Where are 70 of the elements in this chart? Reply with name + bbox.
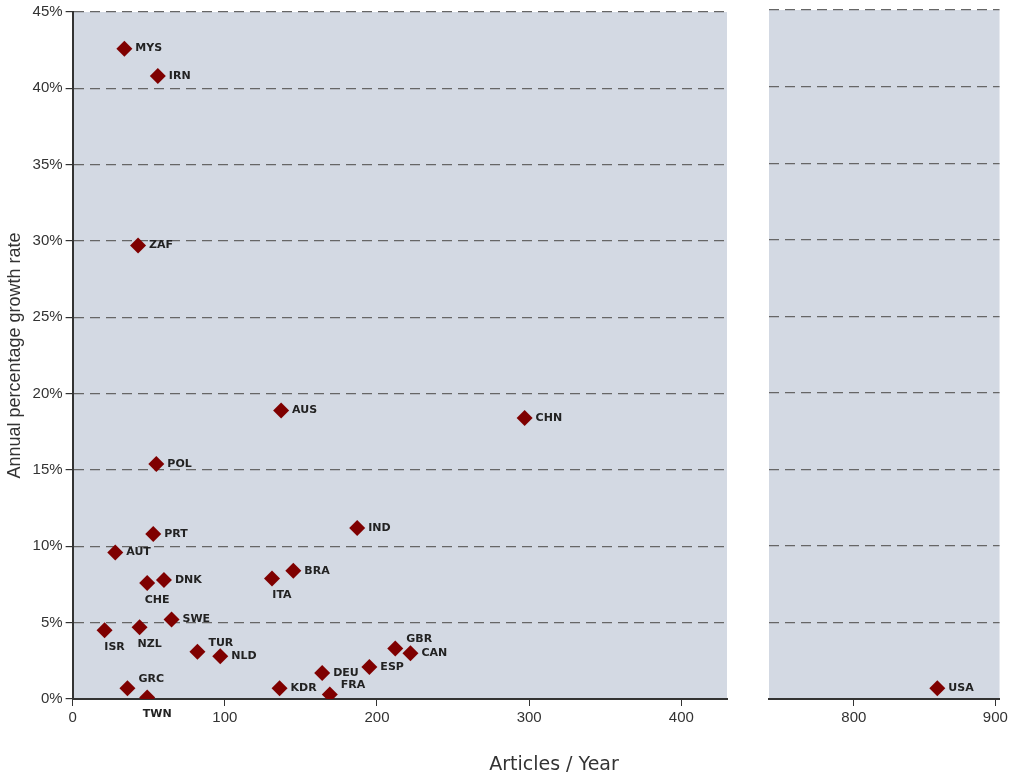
- annotation: ZAF: [149, 238, 174, 252]
- annotation: DNK: [174, 572, 203, 586]
- point: [107, 544, 124, 561]
- y-tick-label: 45%: [32, 2, 63, 20]
- point: [349, 520, 366, 537]
- x-tick-label: 200: [364, 708, 390, 726]
- annotation: CHN: [535, 410, 563, 424]
- annotation: FRA: [340, 678, 366, 692]
- point: [285, 562, 302, 579]
- y-axis-title: Annual percentage growth rate: [3, 232, 24, 479]
- y-tick-label: 5%: [40, 612, 63, 630]
- annotation: KDR: [290, 681, 318, 695]
- annotation: AUS: [292, 403, 318, 417]
- y-tick-label: 10%: [32, 536, 63, 554]
- annotation: ITA: [272, 588, 293, 602]
- point: [145, 526, 162, 543]
- annotation: CHE: [144, 592, 170, 606]
- annotation: CAN: [421, 646, 448, 660]
- x-axis-title: Articles / Year: [488, 752, 620, 774]
- point: [148, 455, 165, 472]
- x-tick-label: 100: [212, 708, 238, 726]
- y-tick-label: 35%: [32, 154, 63, 172]
- y-tick-label: 15%: [32, 460, 63, 478]
- point: [116, 40, 133, 57]
- y-tick-label: 25%: [32, 307, 63, 325]
- point: [149, 68, 166, 85]
- point: [130, 237, 147, 254]
- annotation: ESP: [380, 659, 404, 673]
- point: [212, 648, 229, 665]
- y-tick-label: 40%: [32, 78, 63, 96]
- annotation: NZL: [137, 637, 162, 651]
- point: [263, 570, 280, 587]
- x-tick-label: 400: [668, 708, 694, 726]
- point: [402, 645, 419, 662]
- point: [189, 643, 206, 660]
- annotation: PRT: [164, 526, 189, 540]
- x-tick-label: 0: [68, 708, 77, 726]
- x-tick-label: 900: [982, 708, 1008, 726]
- point: [96, 622, 113, 639]
- point: [361, 658, 378, 675]
- point: [516, 410, 533, 427]
- annotation: GRC: [138, 672, 164, 686]
- point: [131, 619, 148, 636]
- annotation: TUR: [208, 635, 234, 649]
- point: [387, 640, 404, 657]
- point: [155, 571, 172, 588]
- annotation: MYS: [135, 41, 163, 55]
- annotation: POL: [167, 456, 192, 470]
- annotation: IRN: [168, 68, 191, 82]
- annotation: USA: [948, 681, 975, 695]
- annotation: SWE: [182, 612, 211, 626]
- point: [314, 665, 331, 682]
- annotation: GBR: [406, 632, 433, 646]
- annotation: BRA: [304, 563, 331, 577]
- annotation: AUT: [126, 545, 152, 559]
- annotation: DEU: [333, 665, 359, 679]
- annotation: IND: [368, 520, 391, 534]
- y-tick-label: 30%: [32, 231, 63, 249]
- annotation: ISR: [104, 640, 126, 654]
- point: [273, 402, 290, 419]
- y-tick-label: 20%: [32, 383, 63, 401]
- point: [163, 611, 180, 628]
- y-tick-label: 0%: [40, 689, 63, 707]
- point: [271, 680, 288, 697]
- point: [139, 574, 156, 591]
- x-tick-label: 300: [516, 708, 542, 726]
- annotation: TWN: [142, 707, 172, 721]
- point: [119, 680, 136, 697]
- annotation: NLD: [231, 649, 257, 663]
- x-tick-label: 800: [841, 708, 867, 726]
